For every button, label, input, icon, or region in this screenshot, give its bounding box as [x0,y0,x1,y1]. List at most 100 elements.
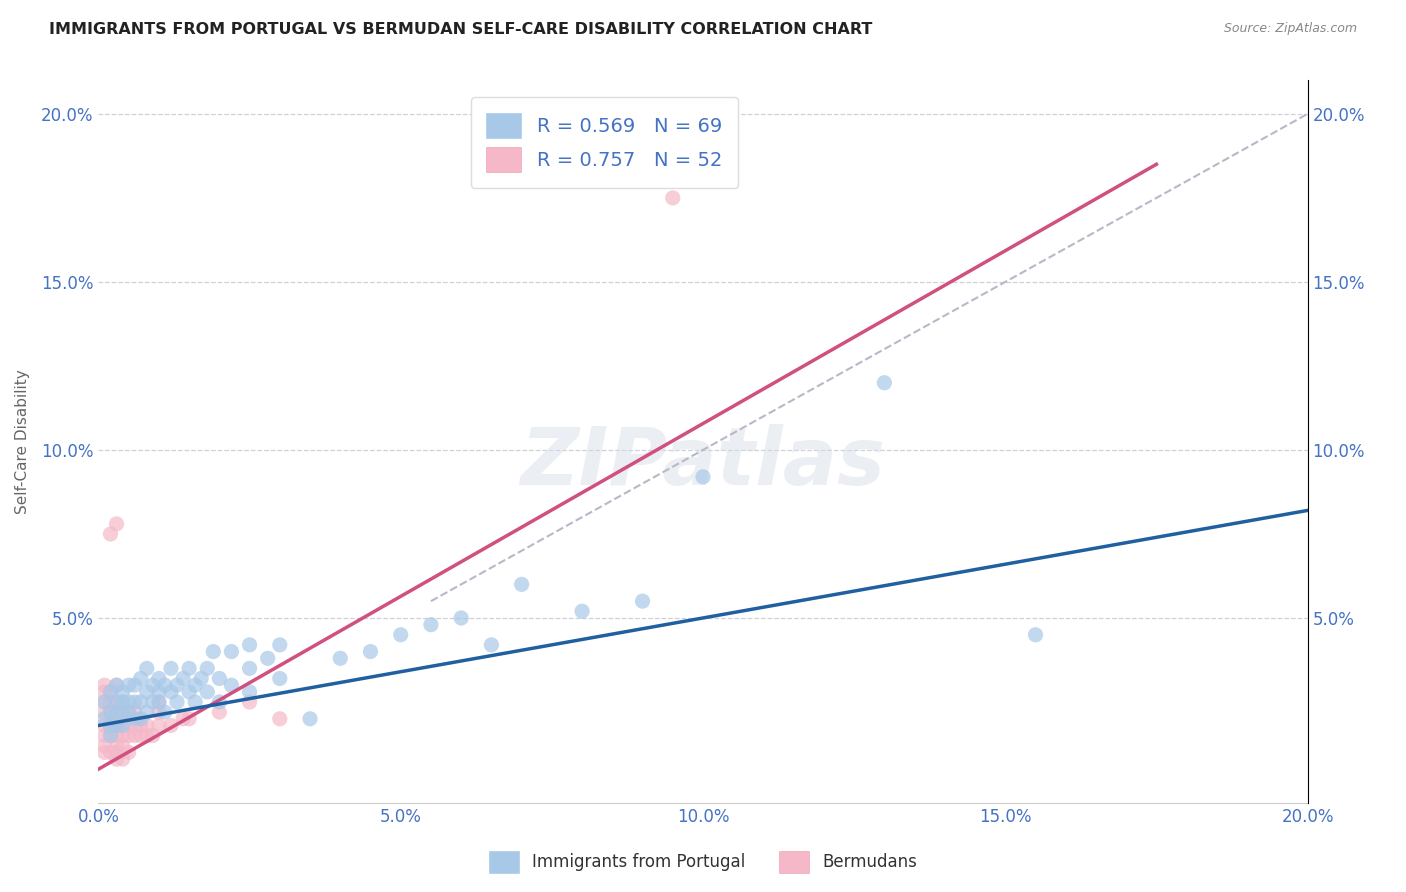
Point [160,685,183,699]
Point [124,705,146,719]
Point [481,638,503,652]
Point [571,604,593,618]
Point [692,470,714,484]
Point [389,628,412,642]
Point [360,644,382,658]
Point [100,718,122,732]
Text: Source: ZipAtlas.com: Source: ZipAtlas.com [1223,22,1357,36]
Point [148,695,170,709]
Point [105,745,128,759]
Point [208,695,231,709]
Point [93,695,115,709]
Point [148,685,170,699]
Point [93,695,115,709]
Point [93,718,115,732]
Point [631,594,654,608]
Point [269,712,291,726]
Point [873,376,896,390]
Point [100,729,122,743]
Point [118,695,141,709]
Point [160,718,183,732]
Point [105,678,128,692]
Point [129,695,152,709]
Point [221,644,243,658]
Point [510,577,533,591]
Point [93,745,115,759]
Point [105,516,128,531]
Point [142,729,165,743]
Point [172,672,194,686]
Point [111,695,134,709]
Point [111,705,134,719]
Point [124,729,146,743]
Point [93,729,115,743]
Point [105,705,128,719]
Point [450,611,472,625]
Point [111,718,134,732]
Point [111,739,134,753]
Point [111,705,134,719]
Legend: Immigrants from Portugal, Bermudans: Immigrants from Portugal, Bermudans [482,845,924,880]
Point [190,672,212,686]
Point [420,617,443,632]
Point [142,678,165,692]
Point [179,685,201,699]
Point [256,651,278,665]
Point [148,695,170,709]
Point [148,718,170,732]
Point [100,718,122,732]
Point [135,685,157,699]
Point [135,729,157,743]
Point [166,695,188,709]
Point [221,678,243,692]
Point [184,678,207,692]
Point [239,661,262,675]
Point [166,678,188,692]
Point [135,661,157,675]
Point [111,729,134,743]
Point [329,651,352,665]
Point [100,685,122,699]
Point [111,718,134,732]
Point [195,661,218,675]
Point [299,712,322,726]
Point [239,685,262,699]
Point [172,712,194,726]
Point [111,695,134,709]
Point [105,678,128,692]
Point [239,638,262,652]
Point [93,705,115,719]
Point [118,705,141,719]
Point [179,661,201,675]
Point [195,685,218,699]
Point [100,729,122,743]
Point [100,705,122,719]
Point [105,739,128,753]
Point [105,705,128,719]
Text: ZIPatlas: ZIPatlas [520,425,886,502]
Point [93,685,115,699]
Point [184,695,207,709]
Point [105,695,128,709]
Point [269,672,291,686]
Point [118,745,141,759]
Point [129,718,152,732]
Point [208,705,231,719]
Point [124,678,146,692]
Point [1024,628,1046,642]
Point [239,695,262,709]
Point [118,718,141,732]
Point [93,739,115,753]
Point [111,685,134,699]
Point [135,705,157,719]
Point [93,712,115,726]
Point [100,745,122,759]
Point [129,712,152,726]
Point [142,695,165,709]
Point [124,718,146,732]
Point [124,712,146,726]
Y-axis label: Self-Care Disability: Self-Care Disability [15,369,30,514]
Point [153,705,176,719]
Point [100,695,122,709]
Point [208,672,231,686]
